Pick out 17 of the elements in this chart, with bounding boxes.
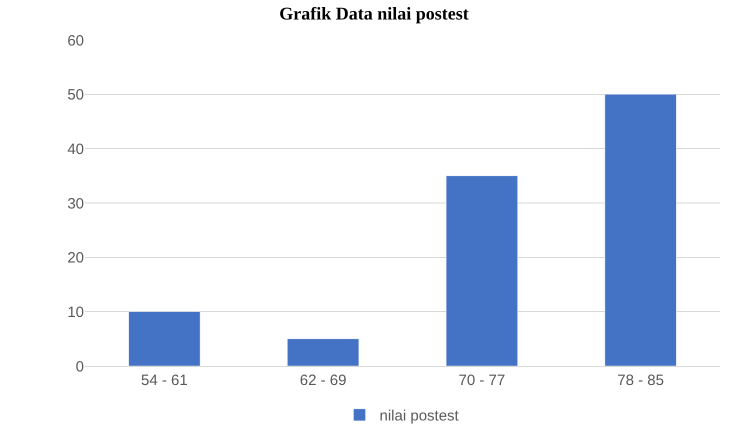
- y-tick-label: 0: [76, 358, 84, 376]
- x-tick-label: 70 - 77: [458, 372, 506, 389]
- legend-label: nilai postest: [380, 408, 460, 425]
- bar: [604, 94, 677, 366]
- y-tick-label: 10: [67, 304, 84, 321]
- y-tick-label: 30: [67, 195, 84, 212]
- x-tick-label: 78 - 85: [617, 372, 664, 389]
- bar: [287, 338, 360, 366]
- y-tick-label: 20: [67, 250, 84, 267]
- y-tick-label: 40: [67, 140, 84, 158]
- x-tick-label: 62 - 69: [300, 372, 346, 389]
- y-tick-label: 50: [67, 86, 84, 104]
- bar: [446, 176, 518, 366]
- x-tick-label: 54 - 61: [141, 372, 188, 389]
- bar: [128, 311, 200, 366]
- y-tick-label: 60: [67, 32, 84, 50]
- chart-title: Grafik Data nilai postest: [279, 3, 469, 24]
